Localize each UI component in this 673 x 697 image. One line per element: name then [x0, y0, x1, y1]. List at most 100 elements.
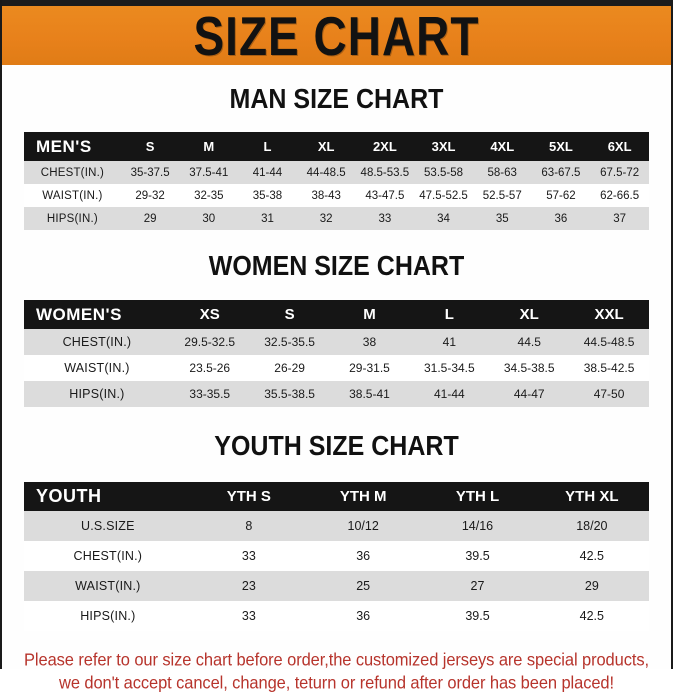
- youth-size-table: YOUTH YTH S YTH M YTH L YTH XL U.S.SIZE …: [24, 482, 649, 631]
- table-cell: 36: [356, 609, 371, 623]
- table-cell: 44-48.5: [306, 166, 346, 179]
- table-cell: 44-47: [513, 387, 545, 401]
- footer-disclaimer: Please refer to our size chart before or…: [2, 649, 671, 696]
- women-size-header: L: [444, 306, 454, 323]
- table-cell: 53.5-58: [424, 166, 464, 179]
- table-row: HIPS(IN.) 33 36 39.5 42.5: [24, 601, 649, 631]
- table-cell: 36: [356, 549, 371, 563]
- youth-size-header: YTH M: [339, 488, 387, 505]
- table-cell: 14/16: [461, 519, 494, 533]
- youth-header-label: YOUTH: [36, 486, 102, 506]
- table-cell: 23: [241, 579, 256, 593]
- table-cell: 39.5: [465, 549, 490, 563]
- women-section-title: WOMEN SIZE CHART: [208, 250, 465, 282]
- table-cell: 48.5-53.5: [360, 166, 410, 179]
- table-cell: 10/12: [347, 519, 379, 533]
- youth-table-wrapper: YOUTH YTH S YTH M YTH L YTH XL U.S.SIZE …: [24, 482, 649, 631]
- man-size-header: XL: [317, 139, 335, 154]
- women-size-table: WOMEN'S XS S M L XL XXL CHEST(IN.) 29.5-…: [24, 300, 649, 407]
- table-cell: 39.5: [465, 609, 490, 623]
- table-row: WAIST(IN.) 23 25 27 29: [24, 571, 649, 601]
- table-cell: 43-47.5: [365, 189, 405, 202]
- table-cell: 41-44: [433, 387, 465, 401]
- table-row: HIPS(IN.) 33-35.5 35.5-38.5 38.5-41 41-4…: [24, 381, 649, 407]
- women-size-header: XS: [199, 306, 220, 323]
- man-size-header: 6XL: [607, 139, 632, 154]
- women-size-header: M: [363, 306, 376, 323]
- table-cell: 47-50: [593, 387, 625, 401]
- table-cell: 35-37.5: [130, 166, 170, 179]
- table-cell: 36: [554, 212, 568, 225]
- women-header-row: WOMEN'S XS S M L XL XXL: [24, 300, 649, 329]
- table-cell: 38.5-42.5: [583, 361, 635, 375]
- banner-title: SIZE CHART: [193, 4, 480, 67]
- table-cell: 62-66.5: [600, 189, 640, 202]
- table-cell: 25: [356, 579, 371, 593]
- table-cell: 27: [470, 579, 485, 593]
- table-cell: 23.5-26: [189, 361, 231, 375]
- table-cell: 32-35: [194, 189, 224, 202]
- man-size-header: 2XL: [372, 139, 397, 154]
- table-row: WAIST(IN.) 29-32 32-35 35-38 38-43 43-47…: [24, 184, 649, 207]
- table-cell: 29.5-32.5: [184, 335, 236, 349]
- table-cell: 41: [442, 335, 457, 349]
- table-cell: 35.5-38.5: [264, 387, 315, 401]
- table-cell: 33: [378, 212, 392, 225]
- man-size-header: L: [263, 139, 272, 154]
- row-label: WAIST(IN.): [75, 579, 141, 593]
- table-cell: 38: [362, 335, 377, 349]
- table-cell: 58-63: [487, 166, 517, 179]
- row-label: HIPS(IN.): [69, 387, 125, 401]
- women-table-wrapper: WOMEN'S XS S M L XL XXL CHEST(IN.) 29.5-…: [24, 300, 649, 407]
- row-label: WAIST(IN.): [64, 361, 130, 375]
- table-cell: 29-32: [135, 189, 165, 202]
- women-size-header: XXL: [594, 306, 624, 323]
- table-cell: 32.5-35.5: [264, 335, 315, 349]
- table-cell: 42.5: [579, 549, 604, 563]
- table-row: HIPS(IN.) 29 30 31 32 33 34 35 36 37: [24, 207, 649, 230]
- table-cell: 44.5: [517, 335, 541, 349]
- table-cell: 34: [437, 212, 450, 225]
- man-size-header: 3XL: [431, 139, 456, 154]
- table-cell: 35: [495, 212, 509, 225]
- table-cell: 34.5-38.5: [503, 361, 555, 375]
- table-cell: 67.5-72: [600, 166, 640, 179]
- footer-line-1: Please refer to our size chart before or…: [24, 650, 649, 670]
- table-cell: 32: [319, 212, 333, 225]
- row-label: HIPS(IN.): [80, 609, 136, 623]
- table-row: CHEST(IN.) 33 36 39.5 42.5: [24, 541, 649, 571]
- youth-size-header: YTH XL: [565, 488, 619, 505]
- table-cell: 44.5-48.5: [583, 335, 635, 349]
- table-cell: 33-35.5: [189, 387, 231, 401]
- youth-size-header: YTH S: [226, 488, 271, 505]
- table-cell: 57-62: [546, 189, 576, 202]
- row-label: CHEST(IN.): [62, 335, 132, 349]
- row-label: U.S.SIZE: [80, 519, 135, 533]
- row-label: WAIST(IN.): [42, 189, 103, 202]
- man-size-header: S: [145, 139, 155, 154]
- man-size-header: 5XL: [549, 139, 573, 154]
- table-cell: 37: [613, 212, 627, 225]
- top-border-rule: [2, 0, 671, 6]
- row-label: HIPS(IN.): [46, 212, 98, 225]
- row-label: CHEST(IN.): [40, 166, 105, 179]
- man-header-row: MEN'S S M L XL 2XL 3XL 4XL 5XL 6XL: [24, 132, 649, 161]
- table-cell: 8: [245, 519, 253, 533]
- table-cell: 47.5-52.5: [419, 189, 468, 202]
- man-size-table: MEN'S S M L XL 2XL 3XL 4XL 5XL 6XL CHEST…: [24, 132, 649, 230]
- man-table-wrapper: MEN'S S M L XL 2XL 3XL 4XL 5XL 6XL CHEST…: [24, 132, 649, 230]
- women-size-header: XL: [519, 306, 539, 323]
- table-cell: 38.5-41: [349, 387, 390, 401]
- table-cell: 31: [261, 212, 274, 225]
- table-cell: 29: [584, 579, 599, 593]
- table-cell: 18/20: [576, 519, 608, 533]
- youth-size-header: YTH L: [455, 488, 500, 505]
- man-size-header: M: [203, 139, 215, 154]
- table-row: CHEST(IN.) 35-37.5 37.5-41 41-44 44-48.5…: [24, 161, 649, 184]
- table-row: WAIST(IN.) 23.5-26 26-29 29-31.5 31.5-34…: [24, 355, 649, 381]
- table-cell: 41-44: [252, 166, 283, 179]
- man-section-title: MAN SIZE CHART: [229, 83, 444, 115]
- table-cell: 29-31.5: [349, 361, 390, 375]
- table-cell: 26-29: [274, 361, 305, 375]
